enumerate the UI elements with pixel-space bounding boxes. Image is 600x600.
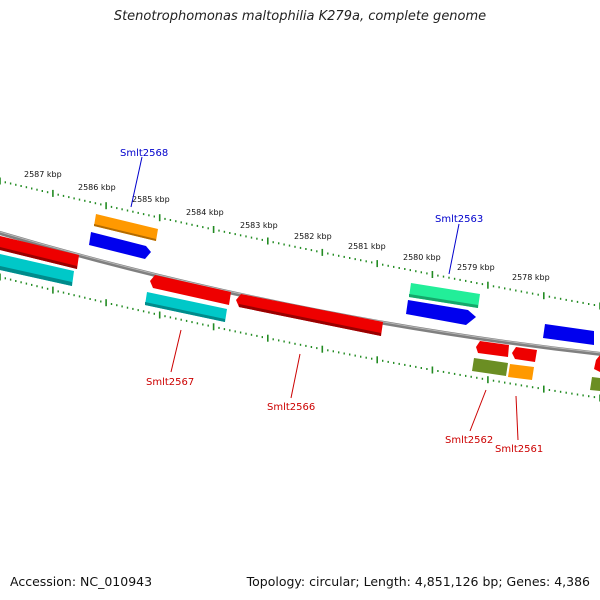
page-title: Stenotrophomonas maltophilia K279a, comp…	[113, 9, 487, 24]
gene-blue-smlt2568[interactable]	[89, 232, 151, 259]
gene-orange-smlt2561[interactable]	[508, 364, 534, 380]
gene-label-smlt2566[interactable]: Smlt2566	[267, 402, 315, 413]
accession-text: Accession: NC_010943	[10, 574, 153, 589]
scale-label: 2581 kbp	[348, 242, 386, 251]
gene-red-smlt2566-shade	[239, 304, 381, 336]
scale-label: 2585 kbp	[132, 195, 170, 204]
gene-label-smlt2568[interactable]: Smlt2568	[120, 148, 168, 159]
gene-cyan-left-shade	[0, 266, 72, 286]
gene-label-smlt2563[interactable]: Smlt2563	[435, 214, 483, 225]
scale-label: 2584 kbp	[186, 208, 224, 217]
gene-label-smlt2561[interactable]: Smlt2561	[495, 444, 543, 455]
gene-blue-right-forward[interactable]	[543, 324, 594, 345]
gene-red-right-edge[interactable]	[594, 355, 600, 372]
topology-text: Topology: circular; Length: 4,851,126 bp…	[246, 574, 590, 589]
scale-label: 2579 kbp	[457, 263, 495, 272]
gene-cyan-left[interactable]	[0, 254, 74, 286]
label-leaders	[130, 156, 519, 441]
gene-cyan-smlt2567-shade	[145, 302, 225, 322]
outer-scale-ticks	[0, 177, 600, 310]
inner-scale-ticks	[0, 273, 600, 402]
gene-red-smlt2566[interactable]	[236, 294, 383, 336]
scale-label: 2582 kbp	[294, 232, 332, 241]
gene-red-smlt2562[interactable]	[476, 341, 509, 357]
gene-red-smlt2567[interactable]	[150, 275, 231, 305]
scale-label: 2586 kbp	[78, 183, 116, 192]
gene-labels: Smlt2568 Smlt2563 Smlt2567 Smlt2566 Smlt…	[120, 148, 543, 455]
gene-olive-right-edge[interactable]	[590, 377, 600, 391]
gene-green-forward-shade	[409, 294, 478, 308]
gene-label-smlt2562[interactable]: Smlt2562	[445, 435, 493, 446]
gene-label-smlt2567[interactable]: Smlt2567	[146, 377, 194, 388]
scale-label: 2580 kbp	[403, 253, 441, 262]
gene-blue-smlt2563[interactable]	[406, 300, 476, 325]
gene-red-smlt2561[interactable]	[512, 347, 537, 362]
gene-cyan-smlt2567[interactable]	[145, 292, 227, 322]
gene-red-left-forward[interactable]	[0, 236, 79, 269]
gene-red-left-forward-shade	[0, 247, 77, 269]
scale-label: 2578 kbp	[512, 273, 550, 282]
gene-olive-smlt2562[interactable]	[472, 358, 508, 376]
scale-label: 2583 kbp	[240, 221, 278, 230]
gene-orange-forward[interactable]	[94, 214, 158, 241]
gene-green-forward[interactable]	[409, 283, 480, 308]
scale-labels: 2587 kbp 2586 kbp 2585 kbp 2584 kbp 2583…	[24, 170, 550, 282]
scale-label: 2587 kbp	[24, 170, 62, 179]
gene-orange-forward-shade	[94, 224, 156, 241]
